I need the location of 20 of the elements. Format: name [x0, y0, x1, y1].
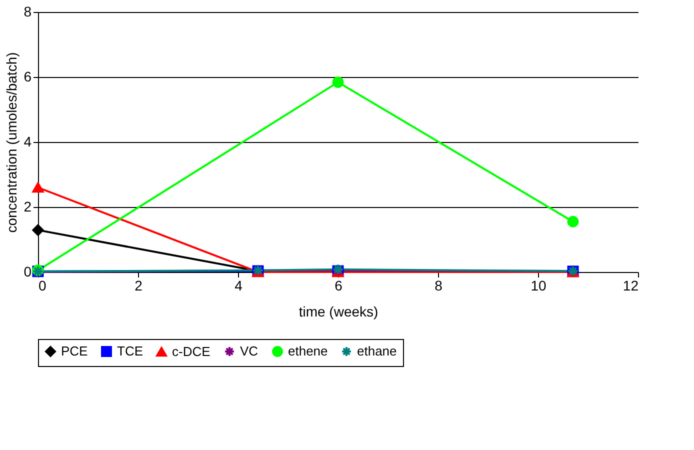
x-tick-label: 0	[38, 278, 46, 294]
x-tick-label: 2	[134, 278, 143, 294]
x-tick-label: 6	[334, 278, 343, 294]
y-tick-label: 6	[24, 68, 32, 84]
legend-label: ethane	[357, 344, 397, 359]
y-tick-label: 4	[24, 134, 32, 150]
x-tick-label: 4	[234, 278, 243, 294]
y-tick-label: 2	[24, 198, 32, 214]
x-tick-label: 10	[530, 278, 546, 294]
x-tick-label: 8	[434, 278, 443, 294]
x-axis-title: time (weeks)	[298, 304, 378, 320]
legend-label: ethene	[288, 344, 328, 359]
legend-label: TCE	[117, 344, 144, 359]
y-tick-label: 0	[24, 264, 32, 280]
y-axis-title: concentration (umoles/batch)	[4, 52, 20, 233]
legend-label: c-DCE	[172, 344, 211, 359]
x-tick-label: 12	[622, 278, 639, 294]
legend-label: PCE	[61, 344, 88, 359]
legend-label: VC	[240, 344, 258, 359]
y-tick-label: 8	[24, 4, 32, 20]
